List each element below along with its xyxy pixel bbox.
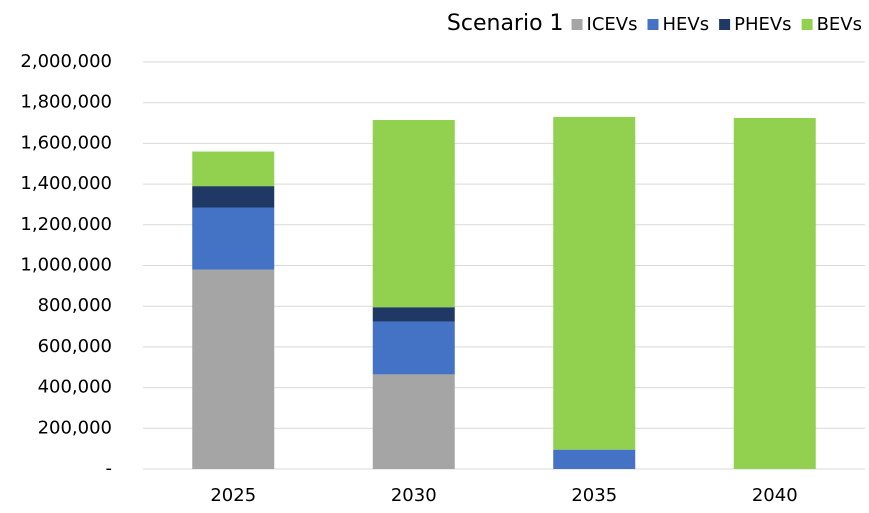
y-tick-label: 400,000 bbox=[38, 377, 112, 398]
bar-segment bbox=[192, 269, 275, 469]
bar-segment bbox=[553, 116, 636, 450]
legend-label: PHEVs bbox=[734, 14, 791, 35]
y-tick-label: 1,800,000 bbox=[20, 92, 112, 113]
legend-label: ICEVs bbox=[587, 14, 638, 35]
y-tick-label: 1,400,000 bbox=[20, 173, 112, 194]
legend-swatch bbox=[801, 19, 813, 30]
legend-swatch bbox=[571, 19, 583, 30]
bar-segment bbox=[372, 307, 455, 322]
x-tick-label: 2040 bbox=[752, 485, 798, 506]
y-tick-label: 2,000,000 bbox=[20, 51, 112, 72]
y-tick-label: 1,200,000 bbox=[20, 214, 112, 235]
bar-segment bbox=[192, 151, 275, 187]
y-tick-label: 200,000 bbox=[38, 417, 112, 438]
y-tick-label: - bbox=[106, 458, 113, 479]
bar-segment bbox=[733, 117, 816, 470]
y-tick-label: 1,000,000 bbox=[20, 255, 112, 276]
bar-segment bbox=[372, 321, 455, 375]
legend-label: BEVs bbox=[817, 14, 862, 35]
y-tick-label: 600,000 bbox=[38, 336, 112, 357]
legend-swatch bbox=[719, 19, 731, 30]
y-tick-label: 800,000 bbox=[38, 295, 112, 316]
bar-segment bbox=[192, 186, 275, 208]
chart-title: Scenario 1 bbox=[447, 11, 564, 36]
x-tick-label: 2030 bbox=[391, 485, 437, 506]
y-tick-label: 1,600,000 bbox=[20, 132, 112, 153]
legend-swatch bbox=[647, 19, 659, 30]
x-tick-label: 2035 bbox=[571, 485, 617, 506]
bar-segment bbox=[553, 449, 636, 469]
bar-segment bbox=[192, 207, 275, 270]
x-tick-label: 2025 bbox=[210, 485, 256, 506]
bar-segment bbox=[372, 374, 455, 469]
bar-segment bbox=[372, 119, 455, 308]
legend-label: HEVs bbox=[663, 14, 710, 35]
